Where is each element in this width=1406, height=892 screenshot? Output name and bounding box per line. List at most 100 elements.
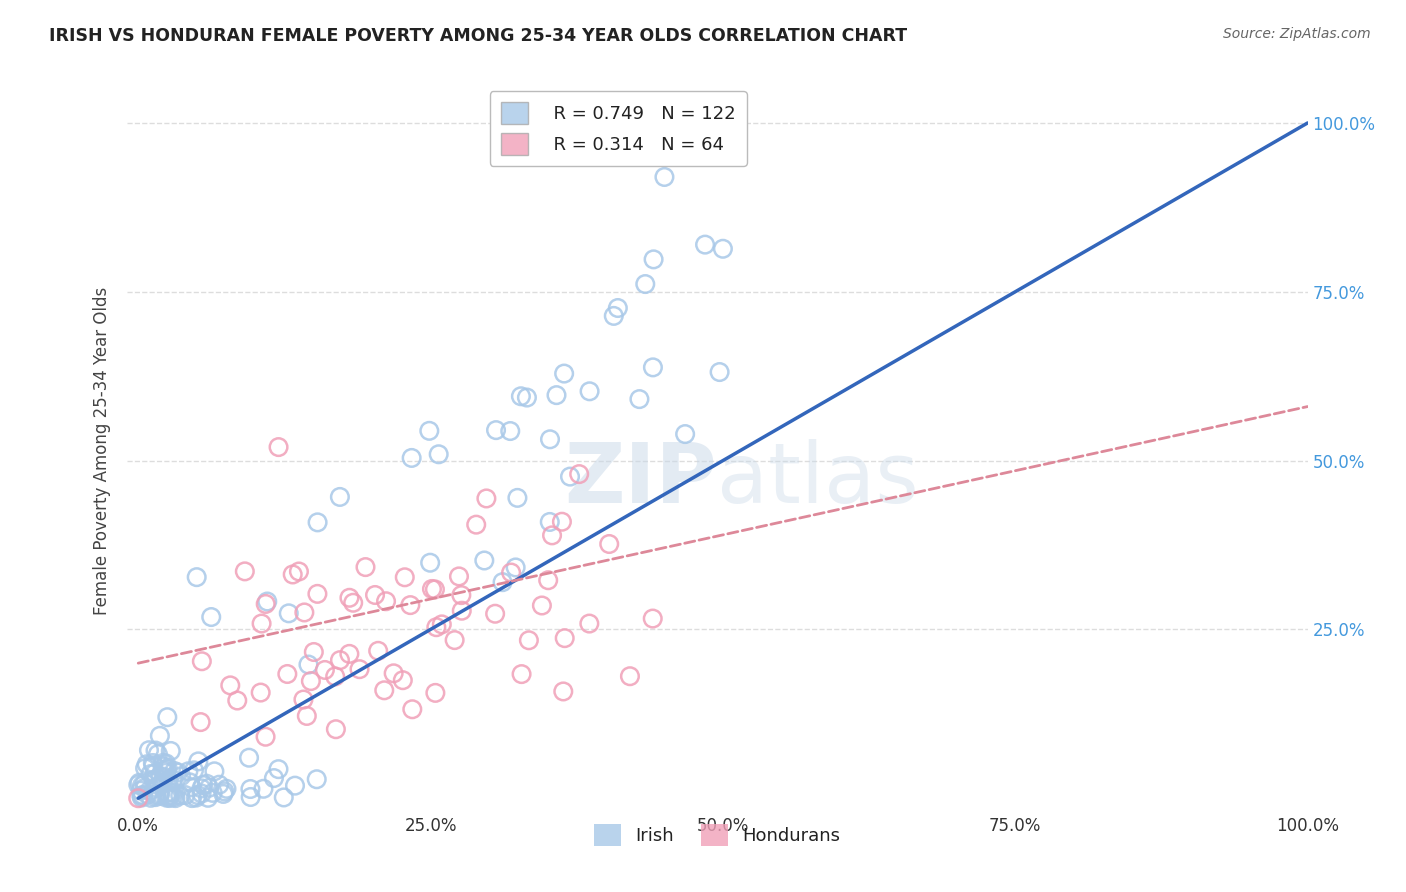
- Point: [132, 788, 155, 802]
- Point: [190, 715, 212, 730]
- Point: [159, 744, 181, 758]
- Point: [162, 790, 184, 805]
- Point: [187, 755, 209, 769]
- Point: [256, 594, 278, 608]
- Point: [297, 657, 319, 672]
- Point: [186, 570, 208, 584]
- Point: [201, 786, 224, 800]
- Point: [465, 517, 488, 532]
- Point: [170, 769, 193, 783]
- Point: [254, 730, 277, 744]
- Point: [134, 780, 156, 795]
- Point: [145, 743, 167, 757]
- Point: [516, 391, 538, 405]
- Point: [153, 760, 176, 774]
- Point: [146, 747, 169, 761]
- Point: [169, 789, 191, 803]
- Point: [425, 686, 447, 700]
- Point: [152, 756, 174, 770]
- Point: [181, 791, 204, 805]
- Point: [277, 607, 299, 621]
- Point: [159, 786, 181, 800]
- Point: [142, 758, 165, 772]
- Point: [325, 723, 347, 737]
- Point: [139, 767, 162, 781]
- Point: [307, 587, 329, 601]
- Point: [129, 783, 152, 797]
- Point: [238, 750, 260, 764]
- Point: [145, 788, 167, 802]
- Point: [155, 765, 177, 780]
- Point: [149, 787, 172, 801]
- Point: [517, 633, 540, 648]
- Point: [127, 791, 149, 805]
- Point: [641, 611, 664, 625]
- Point: [263, 771, 285, 785]
- Point: [329, 490, 352, 504]
- Point: [180, 780, 202, 795]
- Point: [157, 791, 180, 805]
- Point: [337, 647, 360, 661]
- Point: [155, 763, 177, 777]
- Point: [394, 570, 416, 584]
- Point: [148, 789, 170, 803]
- Point: [392, 673, 415, 688]
- Point: [198, 780, 221, 795]
- Point: [155, 756, 177, 771]
- Point: [174, 788, 197, 802]
- Point: [159, 789, 181, 803]
- Point: [252, 781, 274, 796]
- Point: [165, 791, 187, 805]
- Point: [364, 588, 387, 602]
- Point: [553, 367, 575, 381]
- Point: [499, 424, 522, 438]
- Point: [538, 432, 561, 446]
- Point: [553, 684, 575, 698]
- Point: [423, 582, 446, 597]
- Point: [349, 662, 371, 676]
- Text: atlas: atlas: [717, 439, 918, 520]
- Point: [167, 765, 190, 780]
- Point: [267, 440, 290, 454]
- Point: [506, 491, 529, 505]
- Point: [606, 301, 628, 315]
- Point: [183, 764, 205, 778]
- Point: [598, 537, 620, 551]
- Point: [273, 790, 295, 805]
- Point: [530, 599, 553, 613]
- Point: [162, 772, 184, 787]
- Point: [191, 778, 214, 792]
- Point: [284, 779, 307, 793]
- Point: [568, 467, 591, 481]
- Point: [135, 757, 157, 772]
- Text: Source: ZipAtlas.com: Source: ZipAtlas.com: [1223, 27, 1371, 41]
- Point: [131, 779, 153, 793]
- Point: [603, 309, 626, 323]
- Point: [538, 515, 561, 529]
- Point: [619, 669, 641, 683]
- Point: [447, 569, 470, 583]
- Point: [425, 620, 447, 634]
- Point: [214, 784, 236, 798]
- Point: [162, 786, 184, 800]
- Point: [509, 389, 531, 403]
- Point: [307, 516, 329, 530]
- Point: [342, 596, 364, 610]
- Legend: Irish, Hondurans: Irish, Hondurans: [586, 817, 848, 854]
- Point: [131, 790, 153, 805]
- Point: [202, 764, 225, 779]
- Point: [401, 450, 423, 465]
- Point: [373, 683, 395, 698]
- Point: [314, 663, 336, 677]
- Point: [505, 560, 527, 574]
- Point: [254, 597, 277, 611]
- Point: [134, 761, 156, 775]
- Point: [354, 560, 377, 574]
- Point: [420, 582, 443, 596]
- Point: [143, 773, 166, 788]
- Point: [219, 678, 242, 692]
- Point: [197, 790, 219, 805]
- Point: [190, 787, 212, 801]
- Point: [250, 616, 273, 631]
- Point: [145, 790, 167, 805]
